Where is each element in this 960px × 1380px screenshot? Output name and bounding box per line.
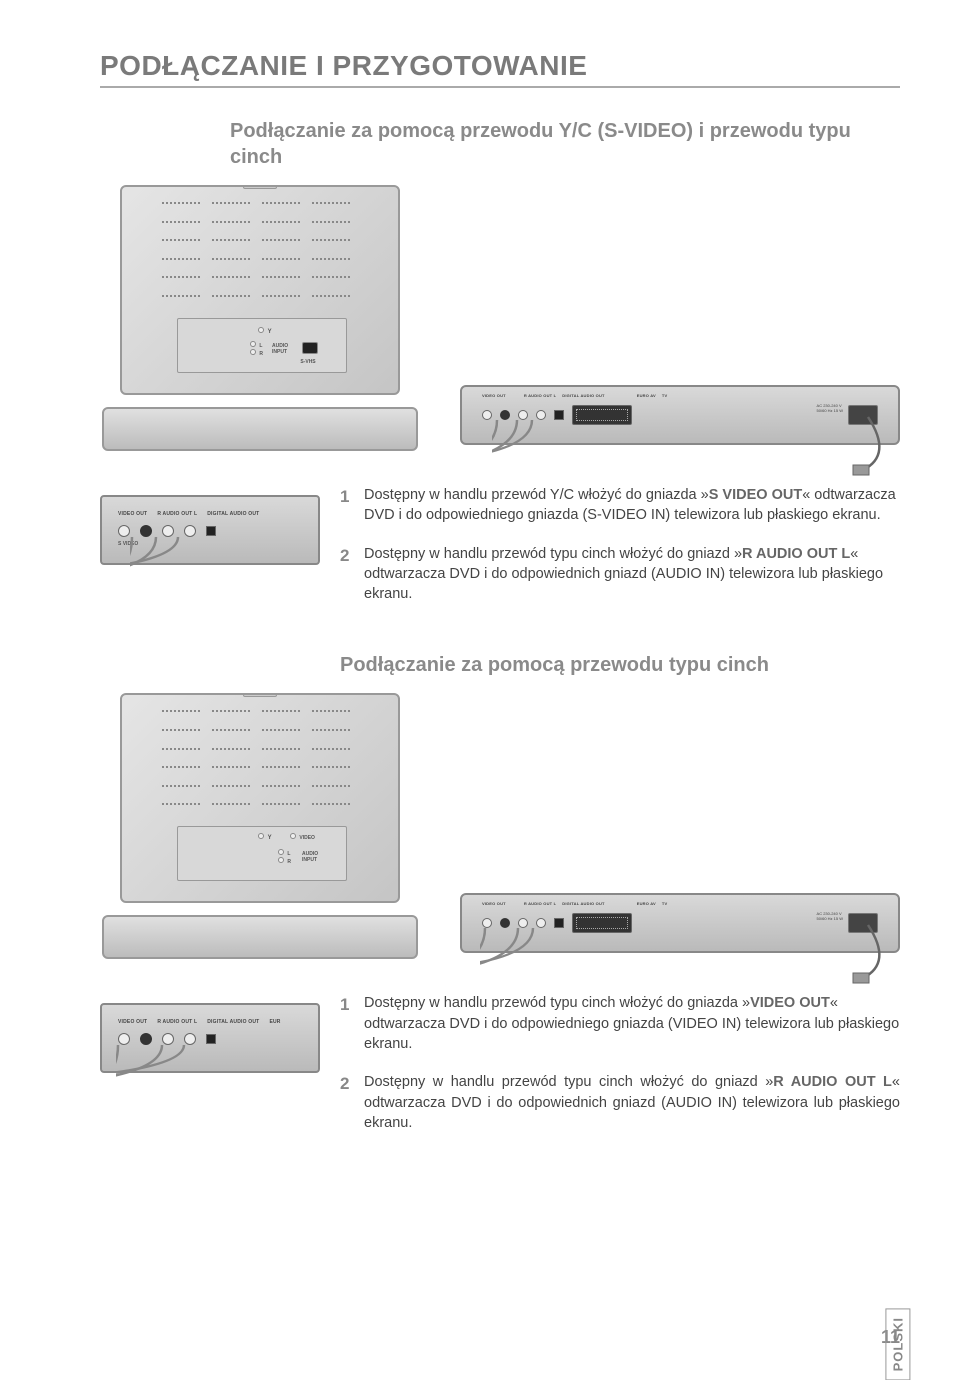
- label-audio-r: R: [287, 859, 291, 865]
- label-tv: TV: [662, 393, 668, 398]
- port-icon: [518, 918, 528, 928]
- spacer: [611, 901, 631, 906]
- tv-connector-panel-1: Y L R AUDIO INPUT S-VHS: [177, 318, 347, 373]
- text-pre: Dostępny w handlu przewód typu cinch wło…: [364, 1074, 773, 1090]
- label-audio-input: AUDIO INPUT: [302, 851, 318, 863]
- detail-cables-1: [130, 535, 230, 585]
- step-text: Dostępny w handlu przewód typu cinch wło…: [364, 544, 900, 605]
- label-tv: TV: [662, 901, 668, 906]
- svideo-port-icon: [500, 410, 510, 420]
- port-icon: [482, 918, 492, 928]
- step-number: 2: [340, 1072, 354, 1133]
- label-y: Y: [268, 835, 272, 841]
- text-bold: R AUDIO OUT L: [742, 546, 850, 562]
- label-svhs: S-VHS: [298, 359, 318, 365]
- label-audio-l: L: [259, 343, 262, 349]
- svhs-port-icon: [302, 342, 318, 354]
- port-icon: [500, 918, 510, 928]
- label-power: AC 230-240 V 50/60 Hz 15 W: [817, 911, 843, 921]
- spacer2: [611, 393, 631, 398]
- label-digital: DIGITAL AUDIO OUT: [562, 393, 604, 398]
- label-audio-out: R AUDIO OUT L: [524, 393, 556, 398]
- tv-back-1: Y L R AUDIO INPUT S-VHS: [100, 185, 430, 445]
- text-bold: S VIDEO OUT: [709, 487, 802, 503]
- step-text: Dostępny w handlu przewód Y/C włożyć do …: [364, 485, 900, 526]
- section1-step1: 1 Dostępny w handlu przewód Y/C włożyć d…: [340, 485, 900, 526]
- section2-subtitle: Podłączanie za pomocą przewodu typu cinc…: [340, 652, 900, 678]
- label-audio-out: R AUDIO OUT L: [524, 901, 556, 906]
- tv-connector-panel-2: Y VIDEO L R AUDIO INPUT: [177, 826, 347, 881]
- audio-l-port-icon: [536, 410, 546, 420]
- step-text: Dostępny w handlu przewód typu cinch wło…: [364, 1072, 900, 1133]
- port-icon: [118, 525, 130, 537]
- page-footer: POLSKI 11: [881, 1327, 900, 1348]
- digital-port-icon: [554, 410, 564, 420]
- label-euro-d: EUR: [269, 1019, 280, 1025]
- label-audio-out-d: R AUDIO OUT L: [157, 1019, 197, 1025]
- dvd-player-2: VIDEO OUT R AUDIO OUT L DIGITAL AUDIO OU…: [460, 893, 900, 953]
- text-pre: Dostępny w handlu przewód typu cinch wło…: [364, 546, 742, 562]
- text-bold: R AUDIO OUT L: [773, 1074, 892, 1090]
- page-title: PODŁĄCZANIE I PRZYGOTOWANIE: [100, 50, 900, 82]
- video-out-port-icon: [482, 410, 492, 420]
- label-video-out-d: VIDEO OUT: [118, 511, 147, 517]
- dvd-player-1: VIDEO OUT R AUDIO OUT L DIGITAL AUDIO OU…: [460, 385, 900, 445]
- tv-back-2: Y VIDEO L R AUDIO INPUT: [100, 693, 430, 953]
- label-digital-d: DIGITAL AUDIO OUT: [207, 511, 259, 517]
- label-video-out: VIDEO OUT: [482, 901, 506, 906]
- text-pre: Dostępny w handlu przewód typu cinch wło…: [364, 995, 750, 1011]
- port-icon: [536, 918, 546, 928]
- section2-content: VIDEO OUT R AUDIO OUT L DIGITAL AUDIO OU…: [100, 993, 900, 1151]
- spacer: [512, 901, 518, 906]
- spacer: [512, 393, 518, 398]
- section1-step2: 2 Dostępny w handlu przewód typu cinch w…: [340, 544, 900, 605]
- step-number: 2: [340, 544, 354, 605]
- step-text: Dostępny w handlu przewód typu cinch wło…: [364, 993, 900, 1054]
- label-video-out-d: VIDEO OUT: [118, 1019, 147, 1025]
- label-y: Y: [268, 329, 272, 335]
- section2-step1: 1 Dostępny w handlu przewód typu cinch w…: [340, 993, 900, 1054]
- step-number: 1: [340, 485, 354, 526]
- section1-subtitle: Podłączanie za pomocą przewodu Y/C (S-VI…: [230, 118, 900, 170]
- label-euro-av: EURO AV: [637, 901, 656, 906]
- language-tab: POLSKI: [885, 1308, 910, 1380]
- scart-port-icon: [572, 913, 632, 933]
- scart-port-icon: [572, 405, 632, 425]
- power-cord-icon: [843, 923, 903, 993]
- label-audio-out-d: R AUDIO OUT L: [157, 511, 197, 517]
- section2-step2: 2 Dostępny w handlu przewód typu cinch w…: [340, 1072, 900, 1133]
- diagram-1: Y L R AUDIO INPUT S-VHS VIDEO OUT R AUDI…: [100, 185, 900, 445]
- port-icon: [554, 918, 564, 928]
- diagram-2: Y VIDEO L R AUDIO INPUT VIDEO OUT R AUDI…: [100, 693, 900, 953]
- label-euro-av: EURO AV: [637, 393, 656, 398]
- label-digital-d: DIGITAL AUDIO OUT: [207, 1019, 259, 1025]
- power-cord-icon: [843, 415, 903, 485]
- label-video-out: VIDEO OUT: [482, 393, 506, 398]
- section1-content: VIDEO OUT R AUDIO OUT L DIGITAL AUDIO OU…: [100, 485, 900, 622]
- text-pre: Dostępny w handlu przewód Y/C włożyć do …: [364, 487, 709, 503]
- detail-panel-1: VIDEO OUT R AUDIO OUT L DIGITAL AUDIO OU…: [100, 495, 320, 565]
- text-bold: VIDEO OUT: [750, 995, 830, 1011]
- label-audio-input: AUDIO INPUT: [272, 343, 288, 355]
- audio-r-port-icon: [518, 410, 528, 420]
- label-audio-l: L: [287, 851, 290, 857]
- label-video: VIDEO: [299, 835, 315, 841]
- label-power: AC 230-240 V 50/60 Hz 15 W: [817, 403, 843, 413]
- label-digital: DIGITAL AUDIO OUT: [562, 901, 604, 906]
- detail-cables-2: [116, 1043, 236, 1093]
- detail-panel-2: VIDEO OUT R AUDIO OUT L DIGITAL AUDIO OU…: [100, 1003, 320, 1073]
- label-audio-r: R: [259, 351, 263, 357]
- step-number: 1: [340, 993, 354, 1054]
- title-underline: [100, 86, 900, 88]
